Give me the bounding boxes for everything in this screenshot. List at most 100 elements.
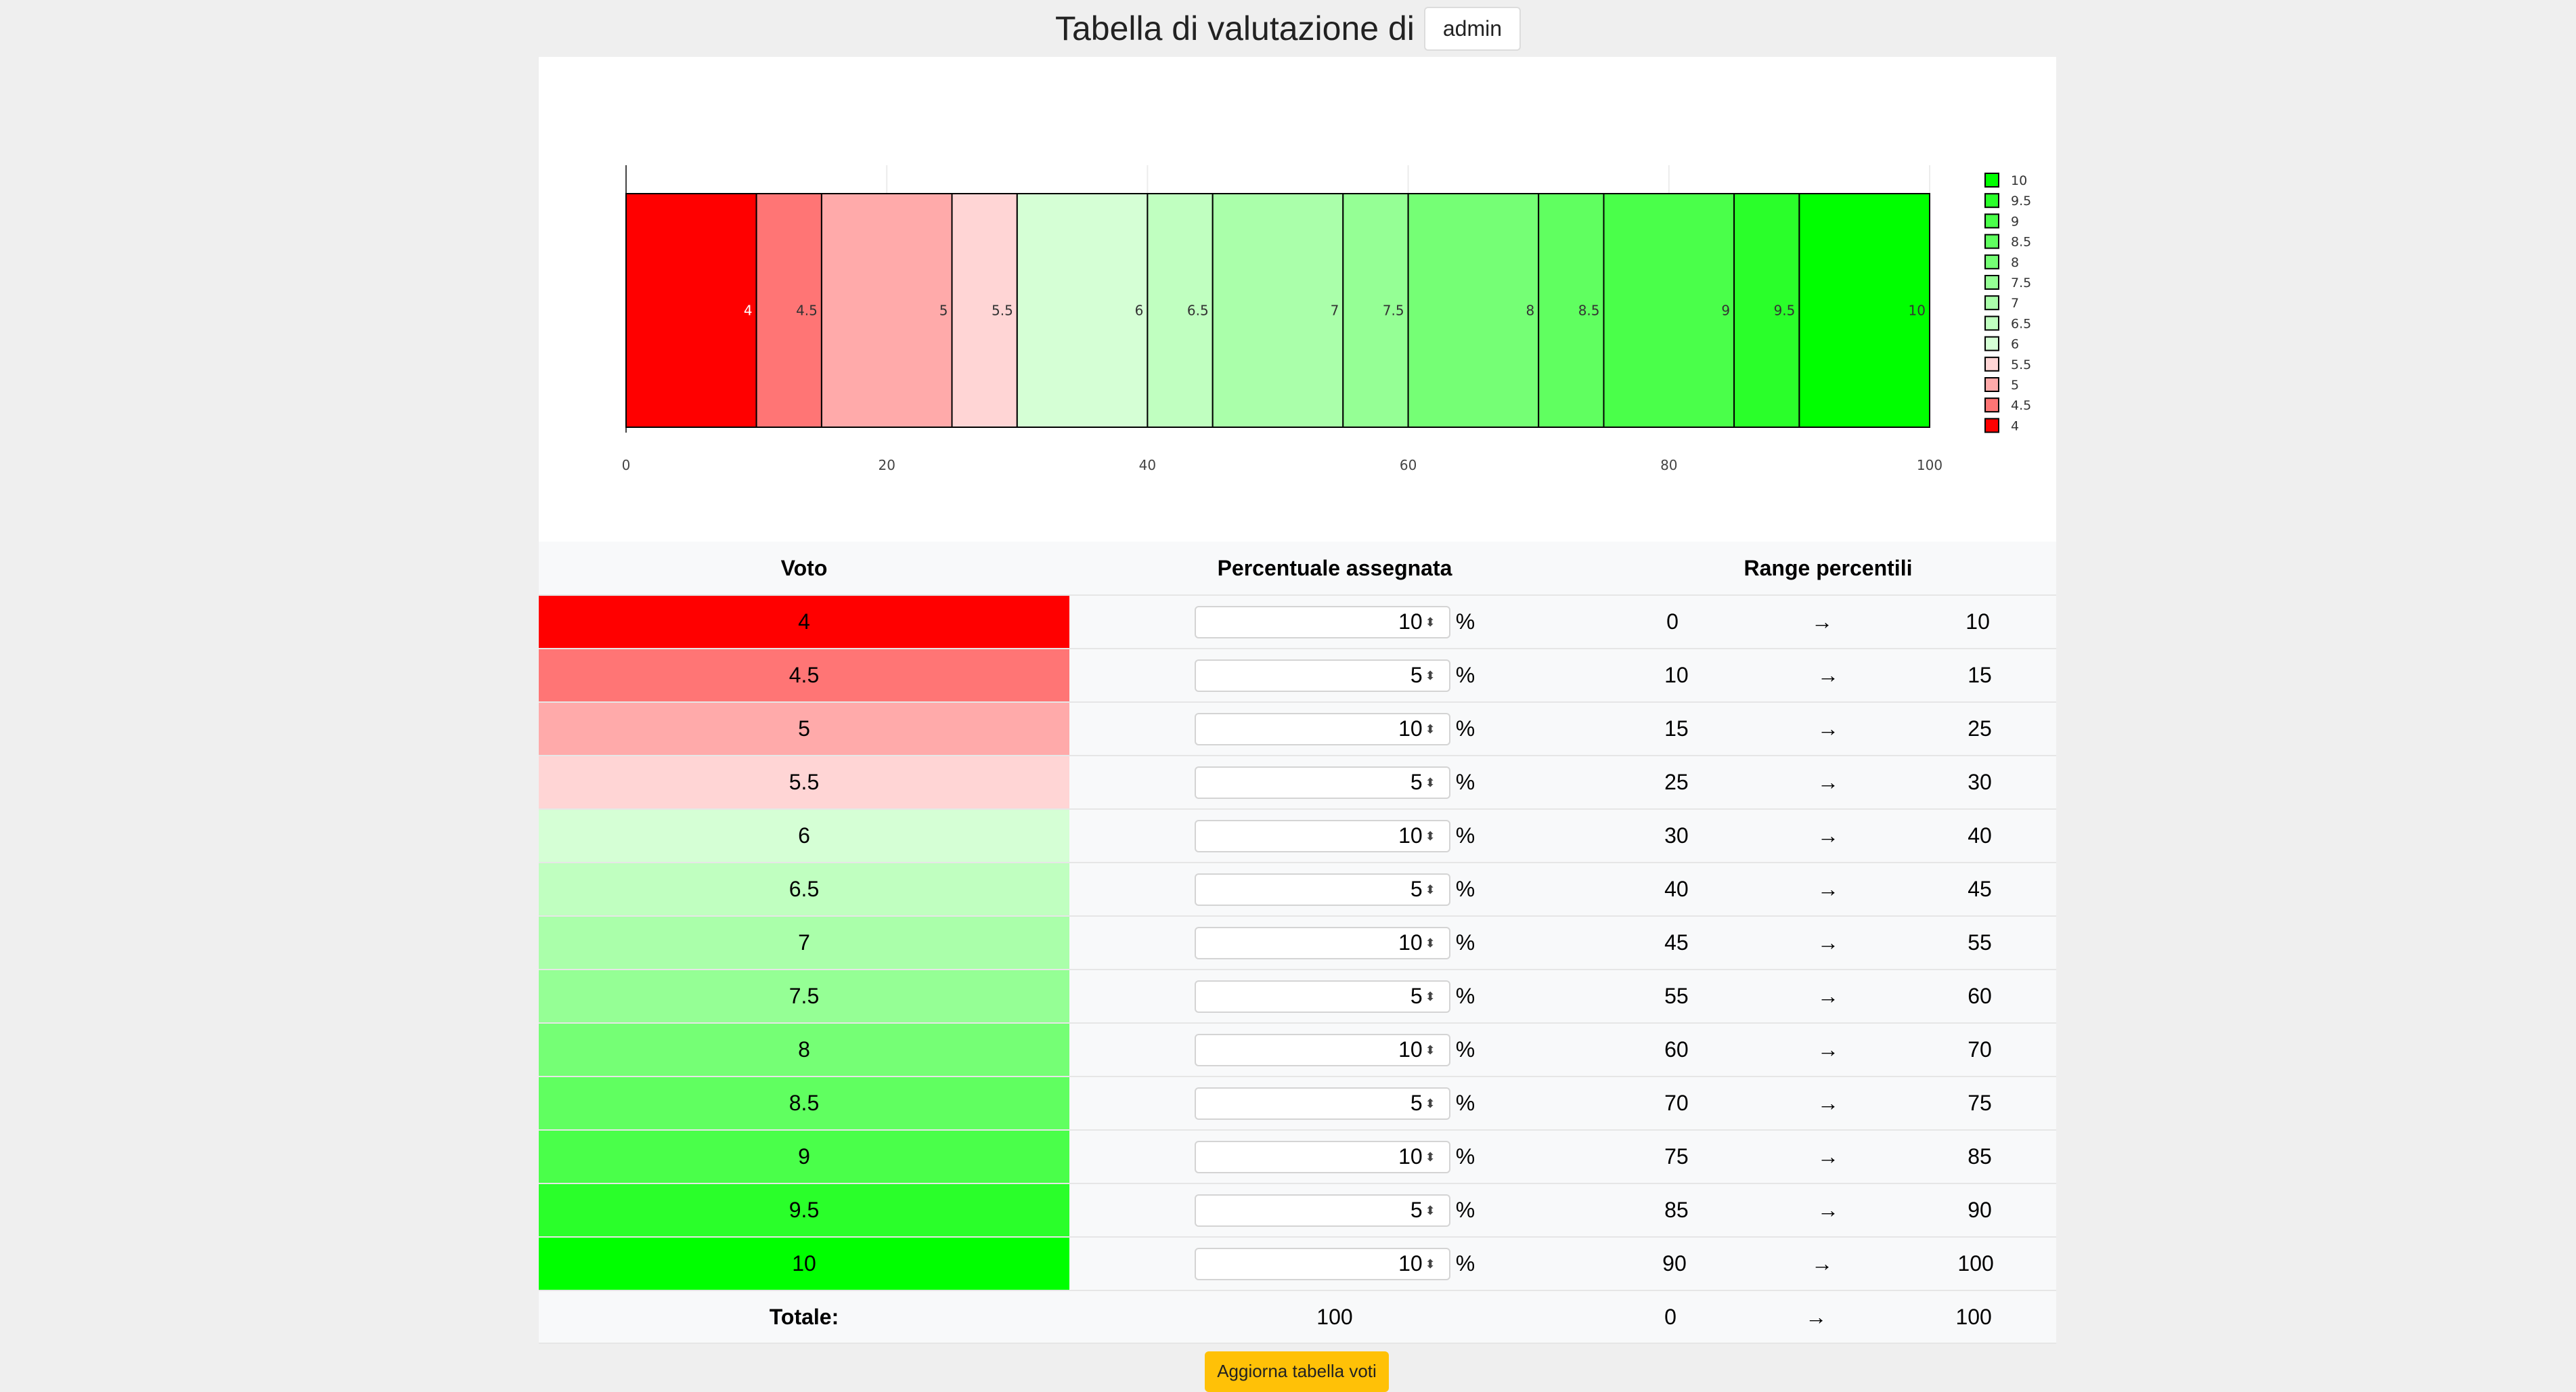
- legend-swatch[interactable]: [1984, 275, 1999, 290]
- range-from: 40: [1664, 877, 1689, 901]
- spinner-icon[interactable]: ⬍: [1425, 668, 1436, 682]
- range-from: 30: [1664, 823, 1689, 848]
- bar-segment-5[interactable]: [820, 193, 953, 428]
- range-cell: 45 → 55: [1600, 916, 2056, 970]
- legend-label: 5.5: [2011, 357, 2031, 372]
- table-header-row: Voto Percentuale assegnata Range percent…: [539, 542, 2056, 596]
- legend-swatch[interactable]: [1984, 377, 1999, 392]
- percentuale-cell: 5 ⬍ %: [1069, 1183, 1600, 1238]
- x-tick-label: 0: [622, 457, 631, 473]
- bar-segment-7.5[interactable]: [1342, 193, 1409, 428]
- spinner-icon[interactable]: ⬍: [1425, 936, 1436, 950]
- legend-label: 7: [2011, 296, 2019, 311]
- bar-segment-4[interactable]: [625, 193, 757, 428]
- percentuale-input[interactable]: 10 ⬍: [1194, 1247, 1450, 1280]
- table-row: 6.5 5 ⬍ % 40 → 45: [539, 863, 2056, 917]
- bar-segment-9[interactable]: [1603, 193, 1735, 428]
- percentuale-cell: 10 ⬍ %: [1069, 916, 1600, 970]
- spinner-icon[interactable]: ⬍: [1425, 1203, 1436, 1217]
- bar-segment-4.5[interactable]: [755, 193, 822, 428]
- bar-label: 9: [1721, 303, 1730, 319]
- percentuale-input[interactable]: 5 ⬍: [1194, 1194, 1450, 1227]
- percentuale-input[interactable]: 5 ⬍: [1194, 1087, 1450, 1120]
- bar-segment-8[interactable]: [1407, 193, 1540, 428]
- legend-swatch[interactable]: [1984, 336, 1999, 351]
- range-to: 90: [1968, 1198, 1992, 1222]
- range-cell: 55 → 60: [1600, 970, 2056, 1024]
- range-arrow: →: [1811, 609, 1834, 634]
- spinner-icon[interactable]: ⬍: [1425, 829, 1436, 843]
- voto-value: 5.5: [789, 770, 820, 794]
- voto-value: 8.5: [789, 1091, 820, 1115]
- percentuale-input[interactable]: 5 ⬍: [1194, 873, 1450, 906]
- range-cell: 85 → 90: [1600, 1183, 2056, 1238]
- spinner-icon[interactable]: ⬍: [1425, 1257, 1436, 1271]
- voto-cell: 7: [539, 916, 1069, 970]
- percentuale-input[interactable]: 10 ⬍: [1194, 1140, 1450, 1173]
- percentuale-cell: 5 ⬍ %: [1069, 756, 1600, 810]
- bar-segment-5.5[interactable]: [951, 193, 1018, 428]
- spinner-icon[interactable]: ⬍: [1425, 1096, 1436, 1110]
- bar-segment-10[interactable]: [1798, 193, 1931, 428]
- percentuale-input[interactable]: 10 ⬍: [1194, 1033, 1450, 1066]
- bar-label: 10: [1909, 303, 1926, 319]
- legend-swatch[interactable]: [1984, 213, 1999, 229]
- bar-segment-6.5[interactable]: [1147, 193, 1214, 428]
- range-from: 75: [1664, 1144, 1689, 1169]
- spinner-icon[interactable]: ⬍: [1425, 1043, 1436, 1057]
- range-arrow: →: [1811, 1251, 1834, 1276]
- voto-value: 7: [798, 930, 810, 955]
- legend-swatch[interactable]: [1984, 356, 1999, 372]
- legend-swatch[interactable]: [1984, 234, 1999, 249]
- header-percentuale: Percentuale assegnata: [1069, 542, 1600, 596]
- spinner-icon[interactable]: ⬍: [1425, 615, 1436, 629]
- x-tick-label: 100: [1917, 457, 1942, 473]
- range-arrow: →: [1817, 663, 1839, 687]
- voto-cell: 10: [539, 1237, 1069, 1291]
- percentuale-cell: 10 ⬍ %: [1069, 809, 1600, 863]
- legend-swatch[interactable]: [1984, 295, 1999, 311]
- percentuale-input[interactable]: 10 ⬍: [1194, 926, 1450, 959]
- percentuale-input[interactable]: 10 ⬍: [1194, 712, 1450, 745]
- percentuale-input[interactable]: 10 ⬍: [1194, 819, 1450, 852]
- spinner-icon[interactable]: ⬍: [1425, 882, 1436, 896]
- range-to: 70: [1968, 1037, 1992, 1062]
- percentuale-input[interactable]: 5 ⬍: [1194, 766, 1450, 799]
- percentuale-input[interactable]: 10 ⬍: [1194, 605, 1450, 638]
- legend-swatch[interactable]: [1984, 397, 1999, 413]
- spinner-icon[interactable]: ⬍: [1425, 989, 1436, 1003]
- spinner-icon[interactable]: ⬍: [1425, 722, 1436, 736]
- total-row: Totale: 100 0 → 100: [539, 1290, 2056, 1344]
- voto-value: 9.5: [789, 1198, 820, 1222]
- legend-label: 7.5: [2011, 276, 2031, 290]
- range-arrow: →: [1817, 1037, 1839, 1062]
- spinner-icon[interactable]: ⬍: [1425, 1150, 1436, 1164]
- legend-swatch[interactable]: [1984, 173, 1999, 188]
- range-cell: 10 → 15: [1600, 649, 2056, 703]
- legend-swatch[interactable]: [1984, 316, 1999, 331]
- percent-sign: %: [1455, 1037, 1475, 1062]
- percentuale-value: 10: [1398, 823, 1423, 848]
- percent-sign: %: [1455, 984, 1475, 1008]
- bar-segment-8.5[interactable]: [1538, 193, 1605, 428]
- percentuale-input[interactable]: 5 ⬍: [1194, 980, 1450, 1013]
- legend-swatch[interactable]: [1984, 418, 1999, 433]
- bar-segment-7[interactable]: [1212, 193, 1344, 428]
- range-from: 25: [1664, 770, 1689, 794]
- bar-segment-6[interactable]: [1016, 193, 1149, 428]
- update-grade-table-button[interactable]: Aggiorna tabella voti: [1205, 1351, 1389, 1392]
- range-to: 15: [1968, 663, 1992, 687]
- x-tick-label: 60: [1400, 457, 1417, 473]
- percentuale-input[interactable]: 5 ⬍: [1194, 659, 1450, 692]
- voto-cell: 6: [539, 809, 1069, 863]
- x-tick-label: 20: [878, 457, 895, 473]
- spinner-icon[interactable]: ⬍: [1425, 775, 1436, 789]
- percentuale-value: 5: [1410, 770, 1423, 794]
- bar-segment-9.5[interactable]: [1733, 193, 1800, 428]
- legend-swatch[interactable]: [1984, 193, 1999, 209]
- percentuale-value: 10: [1398, 716, 1423, 741]
- voto-value: 6.5: [789, 877, 820, 901]
- legend-swatch[interactable]: [1984, 254, 1999, 269]
- voto-value: 4: [798, 609, 810, 634]
- percent-sign: %: [1455, 823, 1475, 848]
